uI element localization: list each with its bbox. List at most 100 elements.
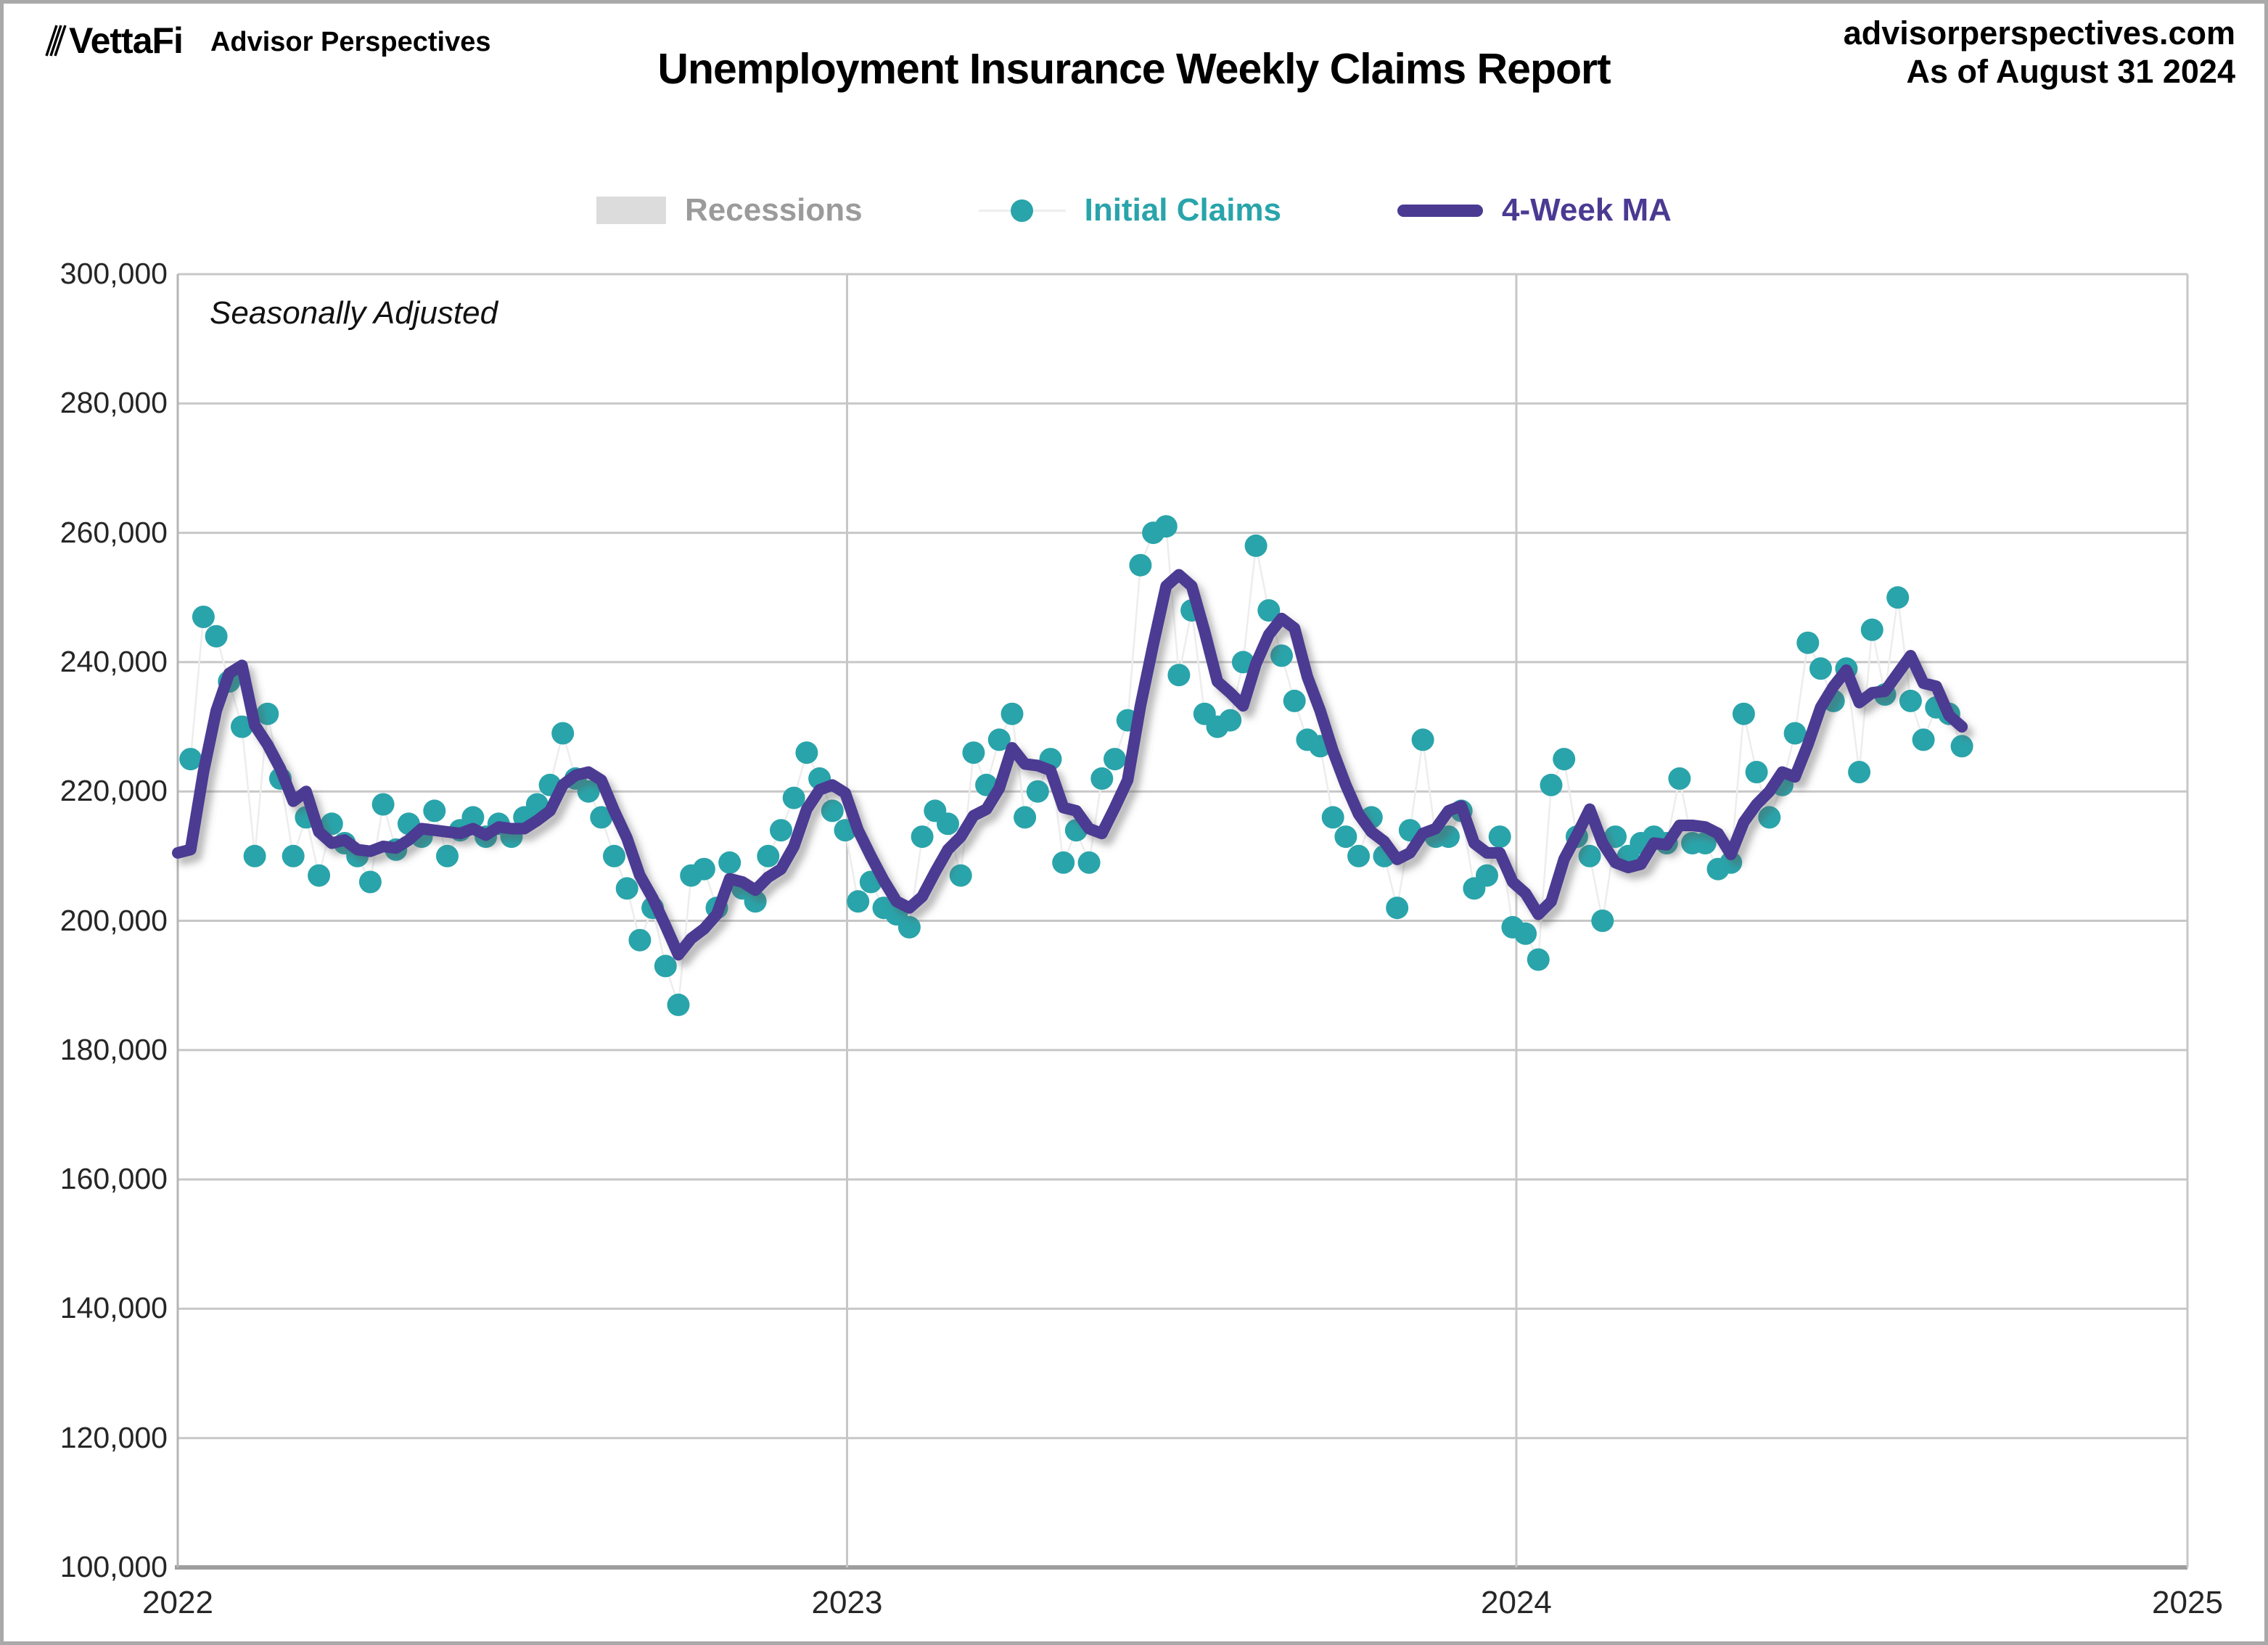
- four-week-ma-line: [172, 569, 1968, 961]
- initial-claims-point: [1912, 728, 1935, 751]
- initial-claims-point: [358, 870, 382, 894]
- initial-claims-point: [1950, 735, 1973, 758]
- initial-claims-point: [1540, 773, 1563, 796]
- initial-claims-point: [1257, 599, 1281, 622]
- legend-item-initial-claims: Initial Claims: [978, 192, 1282, 228]
- initial-claims-point: [1860, 618, 1883, 641]
- grid-layer: [175, 273, 2189, 1570]
- y-axis-label: 140,000: [59, 1291, 168, 1325]
- initial-claims-point: [1026, 780, 1049, 803]
- initial-claims-point: [1129, 553, 1152, 577]
- initial-claims-point: [179, 748, 202, 771]
- x-axis-label: 2023: [811, 1585, 883, 1620]
- four-week-ma-layer: [172, 569, 1968, 961]
- y-axis-label: 180,000: [59, 1032, 168, 1066]
- initial-claims-point: [1553, 748, 1576, 771]
- initial-claims-point: [1104, 748, 1126, 771]
- initial-claims-point: [1758, 806, 1781, 829]
- initial-claims-point: [949, 864, 972, 887]
- initial-claims-point: [1693, 832, 1717, 854]
- x-axis-label: 2022: [142, 1585, 213, 1620]
- initial-claims-point: [1668, 767, 1691, 790]
- initial-claims-point: [461, 806, 485, 829]
- initial-claims-point: [1244, 534, 1267, 557]
- legend-label-initial-claims: Initial Claims: [1084, 192, 1282, 228]
- initial-claims-point: [551, 722, 575, 745]
- y-axis-label: 200,000: [59, 903, 168, 937]
- initial-claims-point: [1476, 864, 1498, 887]
- initial-claims-point: [1809, 657, 1832, 680]
- initial-claims-point: [1488, 825, 1511, 849]
- initial-claims-point: [1334, 825, 1357, 849]
- initial-claims-point: [911, 825, 934, 849]
- initial-claims-point: [1527, 948, 1550, 971]
- initial-claims-point: [1270, 644, 1293, 667]
- y-axis-label: 260,000: [59, 515, 168, 549]
- y-axis-label: 120,000: [59, 1420, 168, 1454]
- initial-claims-point: [590, 806, 613, 829]
- initial-claims-point: [205, 624, 228, 648]
- x-axis-label: 2024: [1481, 1585, 1552, 1620]
- initial-claims-point: [1001, 702, 1024, 725]
- header-right: advisorperspectives.com As of August 31 …: [1844, 14, 2235, 91]
- initial-claims-point: [847, 890, 870, 913]
- initial-claims-dots-layer: [179, 515, 1973, 1016]
- y-axis-label: 240,000: [59, 644, 168, 678]
- initial-claims-point: [1167, 664, 1191, 687]
- x-axis-label: 2025: [2152, 1585, 2223, 1620]
- initial-claims-point: [937, 812, 959, 836]
- vettafi-logo-stripes-icon: [45, 25, 67, 57]
- initial-claims-point: [1077, 851, 1101, 874]
- legend-item-4week-ma: 4-Week MA: [1397, 192, 1672, 228]
- initial-claims-point: [320, 812, 343, 836]
- initial-claims-point: [1411, 728, 1434, 751]
- initial-claims-point: [282, 844, 305, 867]
- initial-claims-point: [770, 819, 792, 842]
- initial-claims-connector-layer: [189, 524, 1963, 1005]
- as-of-date: As of August 31 2024: [1906, 53, 2235, 91]
- initial-claims-point: [667, 993, 690, 1016]
- initial-claims-point: [782, 786, 805, 809]
- initial-claims-connector: [189, 524, 1963, 1005]
- initial-claims-point: [1154, 515, 1178, 538]
- ma-marker-icon: [1397, 204, 1484, 217]
- initial-claims-point: [654, 955, 677, 978]
- y-axis-label: 100,000: [59, 1550, 168, 1583]
- initial-claims-point: [615, 877, 638, 900]
- recessions-swatch-icon: [596, 197, 667, 224]
- initial-claims-point: [1720, 851, 1743, 874]
- y-axis-label: 220,000: [59, 774, 168, 808]
- initial-claims-point: [308, 864, 331, 887]
- initial-claims-point: [1386, 896, 1409, 920]
- initial-claims-point: [897, 915, 921, 939]
- initial-claims-point: [436, 844, 459, 867]
- initial-claims-point: [603, 844, 625, 867]
- legend-item-recessions: Recessions: [596, 192, 863, 228]
- seasonally-adjusted-annotation: Seasonally Adjusted: [210, 295, 498, 331]
- header-left: VettaFi Advisor Perspectives: [43, 22, 490, 59]
- initial-claims-point: [628, 928, 652, 952]
- initial-claims-point: [1014, 806, 1037, 829]
- initial-claims-point: [1783, 722, 1807, 745]
- initial-claims-point: [371, 793, 395, 816]
- initial-claims-point: [744, 890, 767, 913]
- initial-claims-point: [1514, 922, 1537, 945]
- initial-claims-point: [1219, 709, 1242, 732]
- claims-chart-canvas: [172, 273, 2189, 1570]
- initial-claims-point: [192, 606, 215, 628]
- logo-subtitle: Advisor Perspectives: [210, 27, 491, 58]
- logo-text: VettaFi: [69, 20, 184, 61]
- initial-claims-marker-dot: [1011, 199, 1034, 222]
- y-axis-label: 280,000: [59, 386, 168, 420]
- initial-claims-point: [1347, 844, 1371, 867]
- initial-claims-point: [1591, 910, 1614, 932]
- vettafi-logo: VettaFi: [43, 20, 184, 61]
- initial-claims-point: [1745, 761, 1768, 783]
- y-axis-label: 160,000: [59, 1162, 168, 1196]
- initial-claims-point: [1899, 689, 1922, 712]
- initial-claims-point: [1321, 806, 1344, 829]
- chart-legend: Recessions Initial Claims 4-Week MA: [4, 192, 2264, 228]
- initial-claims-point: [256, 702, 279, 725]
- initial-claims-point: [1437, 825, 1460, 849]
